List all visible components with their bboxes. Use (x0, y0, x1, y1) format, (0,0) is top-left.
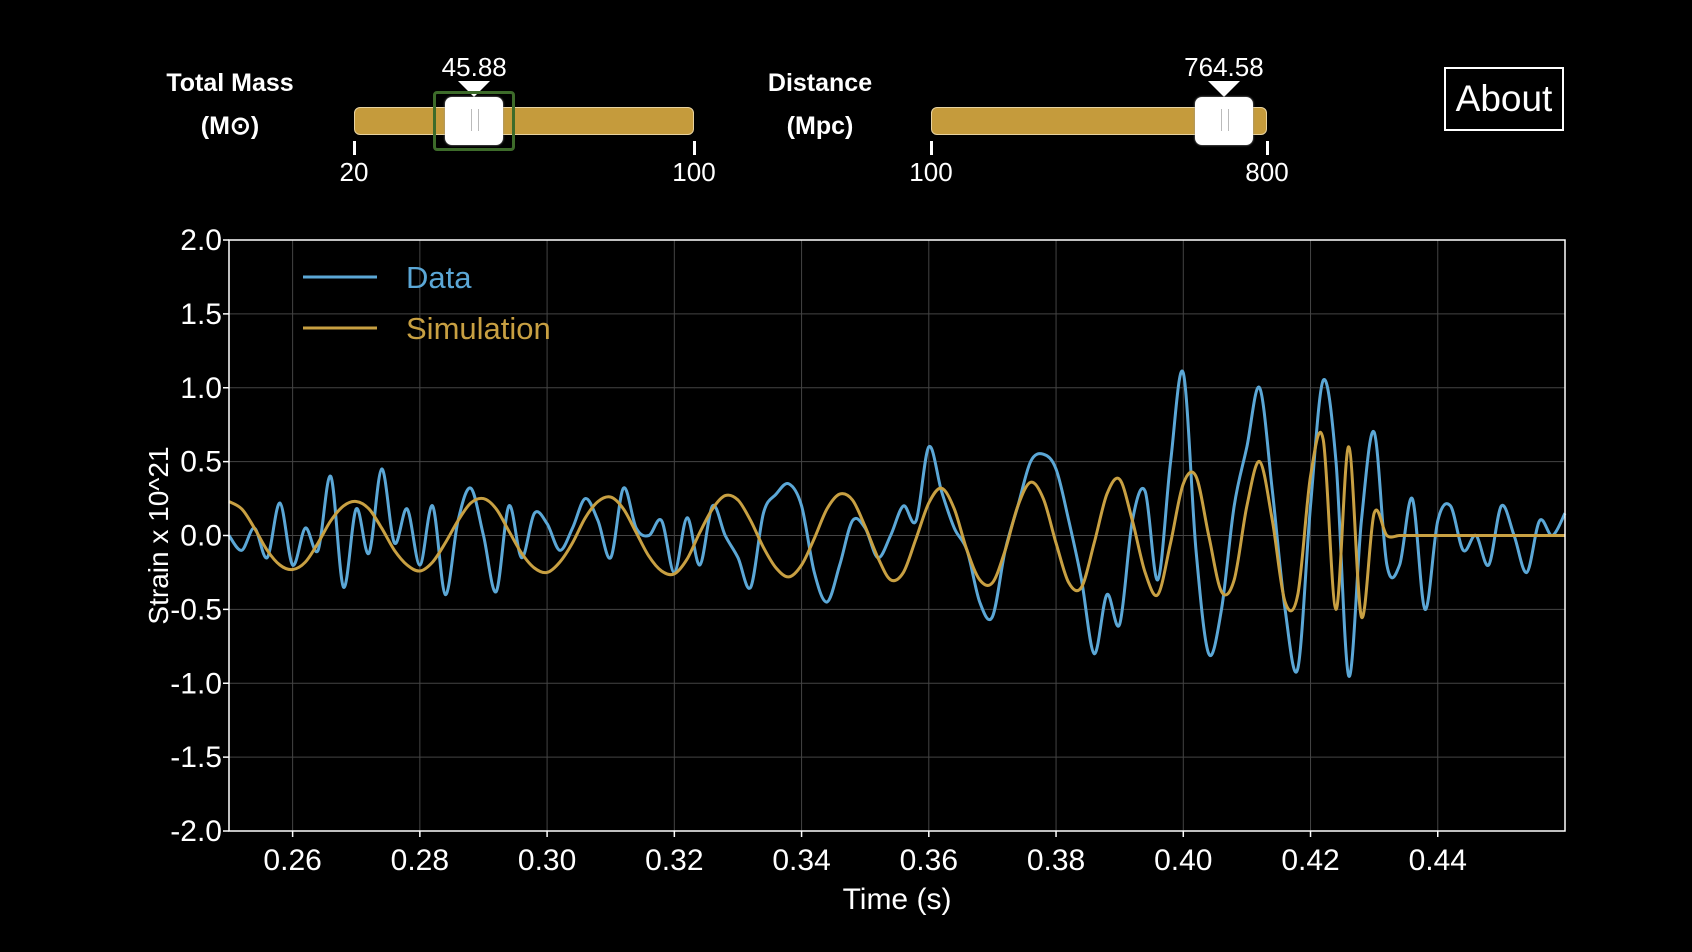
x-tick-label: 0.44 (1409, 844, 1467, 877)
x-axis-label: Time (s) (843, 883, 952, 916)
chart-legend: Data Simulation (303, 260, 551, 346)
total-mass-value: 45.88 (441, 52, 507, 82)
series-layer (227, 369, 1567, 678)
total-mass-slider-thumb[interactable] (445, 97, 504, 145)
data-series-line (227, 369, 1567, 678)
distance-max-label: 800 (1245, 157, 1289, 187)
distance-max-tick (1266, 141, 1269, 155)
x-tick-label: 0.38 (1027, 844, 1085, 877)
total-mass-label-line2: (M⊙) (200, 112, 260, 140)
distance-value: 764.58 (1184, 52, 1264, 82)
axis-layer: 0.26 0.28 0.30 0.32 0.34 0.36 0.38 0.40 0.42 0.44… (170, 224, 1467, 877)
distance-value-pointer-icon (1207, 81, 1240, 97)
distance-slider-thumb[interactable] (1194, 97, 1253, 145)
x-tick-label: 0.28 (391, 844, 449, 877)
simulation-series-line (228, 430, 1565, 619)
total-mass-label: Total Mass (M⊙) (150, 62, 310, 148)
about-button[interactable]: About (1444, 67, 1564, 131)
y-tick-label: 2.0 (180, 224, 222, 257)
total-mass-label-line1: Total Mass (166, 69, 294, 97)
distance-min-label: 100 (909, 157, 953, 187)
y-tick-label: -0.5 (170, 593, 222, 626)
y-tick-label: 1.5 (180, 298, 222, 331)
x-tick-label: 0.30 (518, 844, 576, 877)
y-tick-label: -1.5 (170, 741, 222, 774)
x-tick-label: 0.32 (645, 844, 703, 877)
distance-label-line1: Distance (767, 69, 873, 97)
x-tick-label: 0.34 (772, 844, 830, 877)
x-tick-label: 0.40 (1154, 844, 1212, 877)
legend-label-simulation: Simulation (406, 311, 551, 346)
total-mass-max-tick (693, 141, 696, 155)
distance-label: Distance (Mpc) (740, 62, 900, 148)
y-tick-label: 0.0 (180, 520, 222, 553)
x-tick-label: 0.36 (900, 844, 958, 877)
distance-min-tick (930, 141, 933, 155)
distance-label-line2: (Mpc) (786, 112, 854, 140)
legend-label-data: Data (406, 260, 472, 295)
x-tick-label: 0.26 (263, 844, 321, 877)
total-mass-min-tick (353, 141, 356, 155)
total-mass-slider-track[interactable] (354, 107, 694, 135)
total-mass-min-label: 20 (339, 157, 369, 187)
y-axis-label: Strain x 10^21 (143, 446, 174, 624)
y-tick-label: -2.0 (170, 815, 222, 848)
y-tick-label: -1.0 (170, 667, 222, 700)
y-tick-label: 0.5 (180, 446, 222, 479)
total-mass-slider-focus-ring (433, 91, 516, 151)
x-tick-label: 0.42 (1281, 844, 1339, 877)
y-tick-label: 1.0 (180, 372, 222, 405)
total-mass-max-label: 100 (672, 157, 716, 187)
